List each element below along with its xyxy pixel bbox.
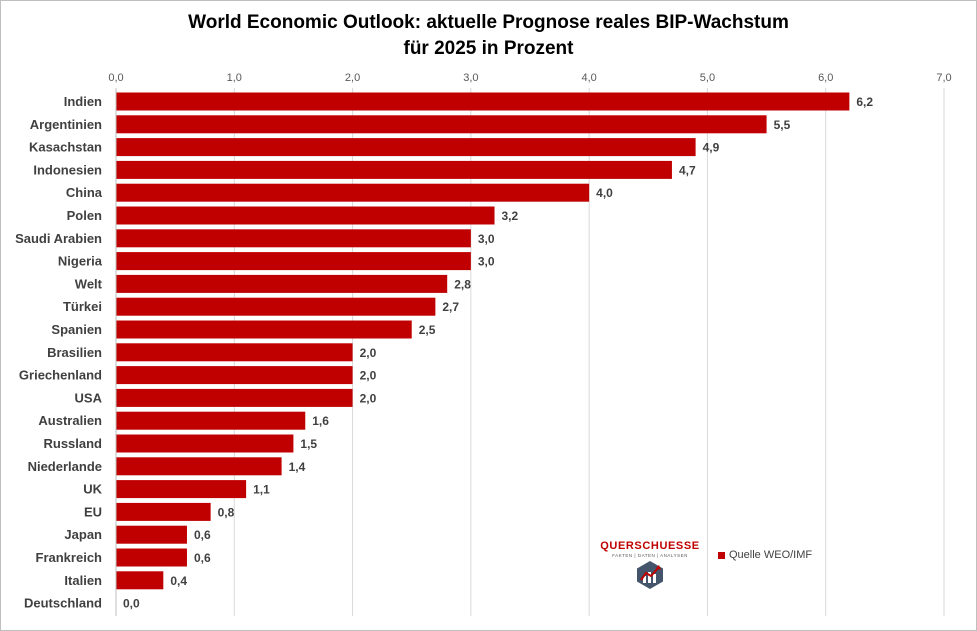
bar — [116, 229, 471, 248]
bar — [116, 297, 436, 316]
data-label: 0,6 — [194, 551, 211, 565]
logo-tagline: FAKTEN | DATEN | ANALYSEN — [612, 553, 688, 558]
category-label: Indien — [64, 94, 102, 109]
chart-title-line-1: World Economic Outlook: aktuelle Prognos… — [188, 12, 789, 33]
category-label: Frankreich — [36, 550, 103, 565]
data-label: 4,0 — [596, 186, 613, 200]
category-label: Japan — [64, 527, 102, 542]
category-label: Italien — [64, 573, 102, 588]
bar — [116, 388, 353, 407]
data-label: 4,7 — [679, 163, 696, 177]
category-label: Brasilien — [47, 345, 102, 360]
category-label: Nigeria — [58, 254, 103, 269]
bar — [116, 274, 448, 293]
data-label: 2,7 — [442, 300, 459, 314]
data-label: 2,5 — [419, 323, 436, 337]
category-label: Saudi Arabien — [15, 231, 102, 246]
bar — [116, 571, 164, 590]
data-label: 0,0 — [123, 597, 140, 611]
data-label: 2,0 — [360, 391, 377, 405]
bar — [116, 92, 850, 111]
x-tick-label: 5,0 — [700, 72, 715, 84]
data-label: 0,4 — [170, 574, 187, 588]
querschuesse-logo: QUERSCHUESSE FAKTEN | DATEN | ANALYSEN — [598, 540, 702, 595]
data-label: 2,0 — [360, 346, 377, 360]
bar — [116, 457, 282, 476]
data-label: 1,6 — [312, 414, 329, 428]
data-label: 0,6 — [194, 528, 211, 542]
data-label: 2,0 — [360, 369, 377, 383]
x-tick-label: 6,0 — [818, 72, 833, 84]
chart-title-line-2: für 2025 in Prozent — [403, 38, 574, 59]
data-label: 4,9 — [703, 141, 720, 155]
x-tick-label: 4,0 — [581, 72, 596, 84]
category-label: Welt — [75, 276, 103, 291]
bar — [116, 502, 211, 521]
chart-title: World Economic Outlook: aktuelle Prognos… — [0, 10, 977, 62]
bar — [116, 411, 306, 430]
category-label: Griechenland — [19, 368, 102, 383]
legend-swatch — [718, 551, 725, 559]
category-label: Russland — [43, 436, 102, 451]
data-label: 0,8 — [218, 505, 235, 519]
bar — [116, 480, 247, 499]
bar — [116, 252, 471, 271]
bar — [116, 160, 672, 179]
data-label: 5,5 — [774, 118, 791, 132]
x-tick-label: 3,0 — [463, 72, 478, 84]
logo-name: QUERSCHUESSE — [600, 540, 700, 552]
x-tick-label: 0,0 — [108, 72, 123, 84]
bar — [116, 115, 767, 134]
legend: Quelle WEO/IMF — [718, 549, 812, 561]
bar — [116, 320, 412, 339]
category-label: Türkei — [63, 299, 102, 314]
data-label: 3,0 — [478, 232, 495, 246]
data-label: 1,4 — [289, 460, 306, 474]
x-tick-label: 2,0 — [345, 72, 360, 84]
data-label: 3,2 — [502, 209, 519, 223]
category-label: China — [66, 185, 103, 200]
category-label: Australien — [38, 413, 102, 428]
category-label: Kasachstan — [29, 140, 102, 155]
bar — [116, 434, 294, 453]
bar — [116, 138, 696, 157]
legend-label: Quelle WEO/IMF — [729, 549, 813, 561]
data-label: 1,1 — [253, 483, 270, 497]
x-tick-label: 7,0 — [936, 72, 951, 84]
category-label: Spanien — [51, 322, 102, 337]
data-label: 1,5 — [300, 437, 317, 451]
category-label: Niederlande — [28, 459, 102, 474]
x-tick-label: 1,0 — [227, 72, 242, 84]
bar — [116, 343, 353, 362]
category-label: UK — [83, 482, 102, 497]
category-label: USA — [75, 390, 103, 405]
bar — [116, 548, 187, 567]
bar — [116, 525, 187, 544]
bar — [116, 183, 590, 202]
bar — [116, 366, 353, 385]
data-label: 2,8 — [454, 277, 471, 291]
bar — [116, 206, 495, 225]
category-label: Argentinien — [30, 117, 102, 132]
category-label: Polen — [67, 208, 102, 223]
category-label: Deutschland — [24, 596, 102, 611]
category-label: Indonesien — [33, 162, 102, 177]
data-label: 3,0 — [478, 255, 495, 269]
data-label: 6,2 — [856, 95, 873, 109]
chart-bars-logo-icon — [637, 561, 663, 589]
category-label: EU — [84, 504, 102, 519]
